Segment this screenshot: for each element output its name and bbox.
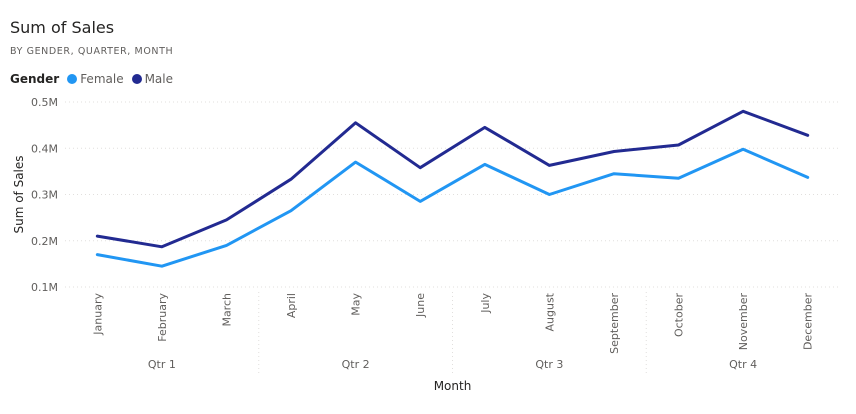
legend-swatch-male <box>131 74 142 84</box>
x-tick-label: April <box>285 293 298 318</box>
x-tick-label: January <box>91 293 104 336</box>
y-tick-label: 0.1M <box>31 281 58 294</box>
x-group-label: Qtr 4 <box>729 358 757 371</box>
x-tick-label: May <box>350 293 363 316</box>
legend-item-female[interactable]: Female <box>67 72 124 86</box>
x-group-label: Qtr 3 <box>535 358 563 371</box>
x-tick-label: September <box>608 293 621 354</box>
x-group-label: Qtr 1 <box>148 358 176 371</box>
y-axis-title: Sum of Sales <box>12 155 26 233</box>
x-tick-label: October <box>673 293 686 337</box>
chart-title: Sum of Sales <box>10 18 115 37</box>
legend-label-female: Female <box>80 72 124 86</box>
series-line-male <box>95 109 810 249</box>
x-tick-label: November <box>737 293 750 351</box>
legend-label-male: Male <box>144 72 174 86</box>
x-tick-label: February <box>156 293 169 342</box>
y-tick-label: 0.3M <box>31 189 58 202</box>
chart-subtitle: BY GENDER, QUARTER, MONTH <box>10 46 174 57</box>
legend-title: Gender <box>10 72 60 86</box>
x-tick-label: July <box>479 293 492 314</box>
y-tick-label: 0.4M <box>31 142 58 155</box>
x-tick-label: June <box>414 293 427 318</box>
legend: Gender Female Male <box>10 72 181 86</box>
legend-item-male[interactable]: Male <box>131 72 174 86</box>
x-group-label: Qtr 2 <box>342 358 370 371</box>
x-axis-title: Month <box>434 379 472 393</box>
series-line-female <box>95 147 810 268</box>
x-tick-label: December <box>802 293 815 351</box>
x-tick-label: August <box>543 292 556 331</box>
x-tick-label: March <box>220 293 233 327</box>
legend-swatch-female <box>67 74 78 84</box>
y-tick-label: 0.5M <box>31 96 58 109</box>
y-tick-label: 0.2M <box>31 235 58 248</box>
